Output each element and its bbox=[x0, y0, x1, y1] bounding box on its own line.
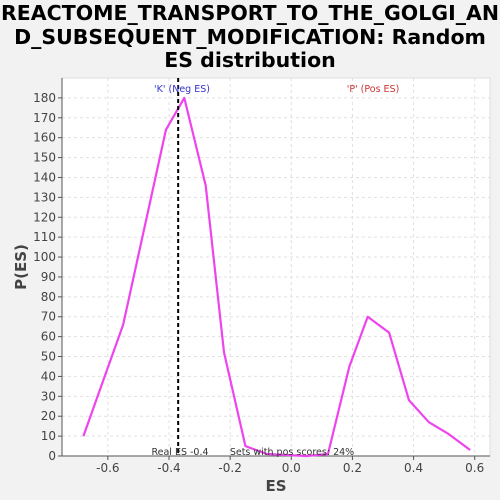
neg-es-label: 'K' (Neg ES) bbox=[154, 84, 210, 95]
x-tick-label: 0.2 bbox=[343, 461, 362, 475]
x-axis-ticks: -0.6 -0.4 -0.2 0.0 0.2 0.4 0.6 bbox=[96, 456, 484, 475]
y-tick-label: 90 bbox=[41, 270, 56, 284]
y-tick-label: 150 bbox=[33, 151, 56, 165]
y-tick-label: 180 bbox=[33, 91, 56, 105]
y-tick-label: 10 bbox=[41, 429, 56, 443]
y-tick-label: 20 bbox=[41, 409, 56, 423]
y-tick-label: 130 bbox=[33, 190, 56, 204]
x-tick-label: -0.6 bbox=[96, 461, 119, 475]
pos-es-label: 'P' (Pos ES) bbox=[347, 84, 400, 95]
y-tick-label: 170 bbox=[33, 111, 56, 125]
real-es-label: Real ES -0.4 bbox=[151, 447, 208, 458]
y-axis-ticks: 0 10 20 30 40 50 60 70 80 90 100 110 120 130 140 150 160… bbox=[33, 91, 62, 463]
y-tick-label: 40 bbox=[41, 369, 56, 383]
y-tick-label: 100 bbox=[33, 250, 56, 264]
x-tick-label: 0.4 bbox=[404, 461, 423, 475]
x-tick-label: -0.2 bbox=[218, 461, 241, 475]
y-tick-label: 30 bbox=[41, 389, 56, 403]
y-tick-label: 0 bbox=[48, 449, 56, 463]
y-tick-label: 110 bbox=[33, 230, 56, 244]
x-tick-label: -0.4 bbox=[157, 461, 180, 475]
y-tick-label: 50 bbox=[41, 350, 56, 364]
x-tick-label: 0.0 bbox=[282, 461, 301, 475]
plot-area bbox=[62, 78, 490, 456]
x-tick-label: 0.6 bbox=[465, 461, 484, 475]
x-axis-label: ES bbox=[265, 477, 286, 495]
y-axis-label: P(ES) bbox=[12, 244, 30, 290]
y-tick-label: 80 bbox=[41, 290, 56, 304]
y-tick-label: 70 bbox=[41, 310, 56, 324]
y-tick-label: 160 bbox=[33, 131, 56, 145]
y-tick-label: 60 bbox=[41, 330, 56, 344]
pos-scores-label: Sets with pos scores: 24% bbox=[230, 447, 354, 458]
y-tick-label: 140 bbox=[33, 170, 56, 184]
y-tick-label: 120 bbox=[33, 210, 56, 224]
